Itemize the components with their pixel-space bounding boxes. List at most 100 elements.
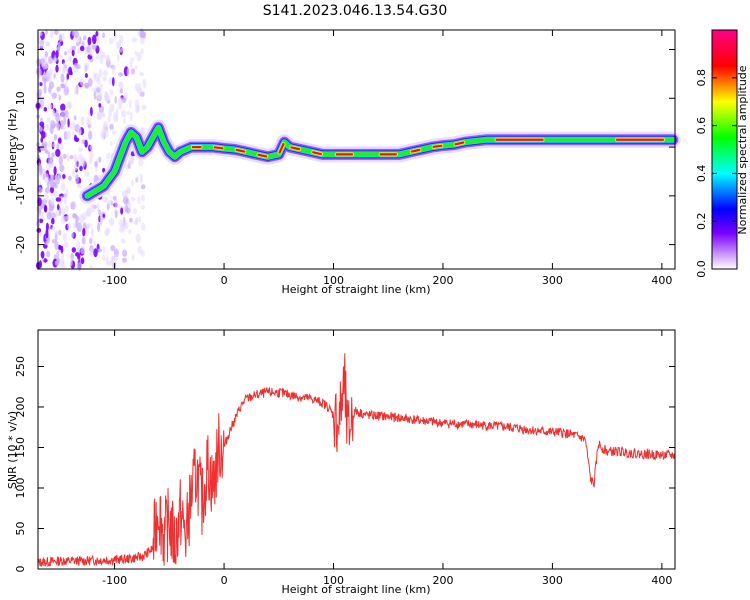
noise-blob (37, 68, 42, 78)
noise-blob (38, 260, 43, 269)
noise-blob (105, 227, 111, 235)
spectrogram-x-ticks: -100 0 100 200 300 400 (102, 30, 672, 287)
noise-blob (86, 223, 92, 229)
spectrogram-x-tick-label: 100 (323, 274, 344, 287)
noise-blob (102, 70, 109, 76)
noise-blob (129, 217, 133, 223)
noise-blob (72, 213, 78, 219)
noise-blob (110, 245, 116, 252)
noise-blob (89, 149, 94, 160)
noise-blob (97, 35, 100, 42)
snr-y-label: SNR (10 * v/v) (6, 411, 19, 489)
noise-blob (78, 153, 83, 161)
spectrogram-x-tick-label: 400 (651, 274, 672, 287)
noise-blob (58, 245, 63, 251)
noise-blob (67, 48, 71, 54)
noise-blob (45, 63, 49, 69)
noise-blob (55, 148, 61, 157)
noise-blob (84, 139, 88, 148)
noise-blob (98, 103, 102, 108)
noise-blob (92, 87, 95, 92)
noise-blob (58, 207, 62, 216)
noise-blob (60, 119, 64, 130)
noise-blob (58, 155, 63, 166)
noise-blob (118, 39, 121, 49)
noise-blob (111, 255, 116, 264)
noise-blob (99, 214, 103, 224)
noise-blob (89, 144, 94, 151)
noise-blob (88, 130, 93, 140)
noise-blob (109, 89, 114, 96)
noise-blob (94, 160, 99, 168)
noise-blob (54, 179, 58, 189)
noise-blob (129, 154, 133, 162)
noise-blob (60, 215, 66, 224)
snr-panel: -100 0 100 200 300 400 0 50 100 150 200 250 Height… (6, 329, 676, 596)
snr-x-tick-label: 300 (542, 574, 563, 587)
noise-blob (99, 50, 105, 59)
noise-blob (88, 124, 91, 129)
noise-blob (71, 30, 76, 36)
noise-blob (141, 222, 146, 231)
noise-blob (142, 79, 147, 89)
spectrogram-y-tick-label: 10 (14, 91, 27, 105)
noise-blob (97, 248, 103, 253)
spectrogram-x-tick-label: 0 (221, 274, 228, 287)
noise-blob (116, 107, 119, 117)
noise-blob (46, 211, 52, 220)
noise-blob (44, 173, 49, 184)
noise-blob (91, 44, 97, 50)
noise-blob (131, 68, 135, 75)
noise-blob (58, 34, 63, 43)
noise-blob (122, 190, 128, 198)
noise-blob (73, 30, 79, 38)
noise-blob (118, 72, 124, 77)
noise-blob (121, 96, 127, 104)
noise-blob (87, 109, 91, 117)
noise-blob (126, 110, 130, 116)
noise-blob (65, 130, 71, 140)
noise-blob (126, 67, 130, 78)
noise-blob (74, 62, 78, 68)
noise-blob (78, 161, 83, 167)
noise-blob (64, 205, 69, 212)
noise-blob (136, 51, 142, 62)
noise-blob (60, 73, 65, 83)
noise-blob (36, 227, 42, 233)
noise-blob (51, 152, 55, 158)
noise-blob (82, 227, 86, 237)
noise-blob (129, 111, 133, 122)
noise-blob (56, 86, 61, 92)
noise-blob (114, 96, 117, 104)
noise-blob (50, 182, 56, 188)
noise-blob (128, 229, 132, 235)
noise-blob (140, 205, 146, 210)
noise-blob (136, 176, 139, 183)
noise-blob (41, 258, 45, 263)
noise-blob (51, 226, 56, 231)
noise-blob (69, 155, 74, 160)
noise-blob (76, 240, 81, 250)
noise-blob (96, 203, 100, 212)
snr-series-line (37, 353, 676, 568)
noise-blob (54, 241, 59, 251)
noise-blob (74, 161, 78, 171)
noise-blob (70, 121, 76, 130)
ridge-red (235, 148, 246, 153)
noise-blob (86, 207, 92, 218)
noise-blob (42, 173, 46, 180)
noise-blob (98, 209, 101, 216)
snr-y-tick-label: 250 (14, 356, 27, 377)
noise-blob (84, 82, 89, 89)
noise-blob (60, 109, 66, 118)
noise-blob (80, 257, 85, 265)
noise-blob (76, 222, 83, 233)
noise-blob (96, 157, 100, 162)
noise-blob (107, 261, 113, 266)
noise-blob (56, 204, 60, 211)
noise-blob (74, 156, 79, 163)
noise-blob (109, 103, 115, 113)
noise-blob (67, 118, 70, 128)
noise-blob (70, 71, 73, 76)
